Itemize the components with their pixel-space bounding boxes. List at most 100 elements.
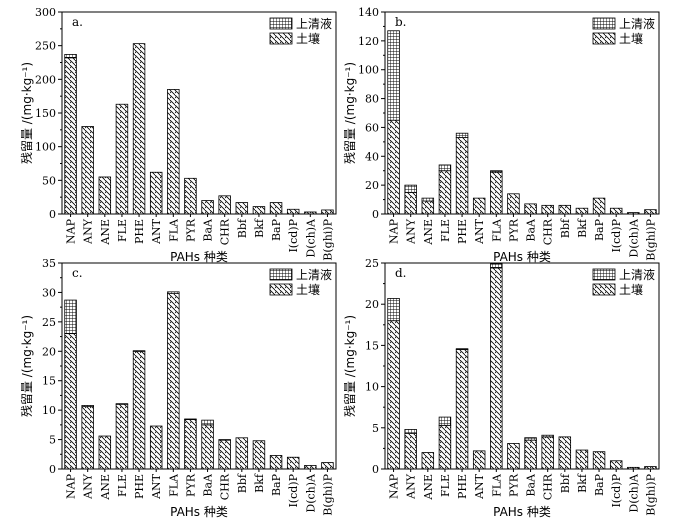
x-tick-label: BaA: [525, 473, 538, 497]
y-tick-label: 30: [42, 286, 56, 299]
bar-soil: [201, 424, 214, 470]
bar-supernatant: [64, 54, 77, 59]
legend-label: 土壤: [296, 282, 320, 297]
panel-label: b.: [395, 15, 407, 29]
bar-supernatant: [218, 439, 231, 441]
bar-soil: [252, 206, 266, 215]
x-tick-label: PHE: [456, 219, 469, 244]
x-tick-label: FLE: [116, 474, 129, 497]
bar-soil: [321, 209, 334, 215]
y-tick-label: 0: [49, 463, 56, 476]
x-tick-label: PHE: [133, 219, 146, 244]
x-tick-label: CHR: [219, 218, 232, 245]
y-axis-label: 残留量 /(mg·kg⁻¹): [20, 315, 34, 417]
bar-soil: [592, 451, 606, 470]
bar-supernatant: [421, 197, 435, 202]
x-axis-label: PAHs 种类: [170, 505, 228, 519]
legend-label: 上清液: [619, 16, 655, 31]
y-tick-label: 15: [365, 339, 379, 352]
x-tick-label: D(ch)A: [304, 218, 317, 258]
bar-soil: [115, 403, 129, 470]
x-tick-label: FLA: [167, 218, 180, 242]
chart-panel-2: NAP ANY ANE FLE PHE ANT FLA PYR BaA CHR Bbf Bkf BaP I…: [343, 6, 660, 264]
x-tick-label: BaP: [593, 218, 606, 241]
legend-label: 上清液: [296, 16, 332, 31]
bar-supernatant: [201, 419, 214, 426]
y-axis-label: 残留量 /(mg·kg⁻¹): [20, 62, 34, 164]
y-tick-label: 20: [42, 345, 56, 358]
bar-soil: [81, 126, 94, 215]
x-tick-label: ANY: [405, 473, 418, 500]
bar-soil: [404, 433, 417, 470]
x-tick-label: ANY: [82, 473, 95, 500]
bar-supernatant: [541, 434, 554, 438]
y-tick-label: 80: [365, 93, 379, 106]
x-tick-label: CHR: [542, 218, 555, 245]
x-tick-label: FLE: [116, 219, 129, 242]
bar-supernatant: [438, 416, 452, 426]
legend-label: 上清液: [619, 267, 655, 282]
plot-frame: [384, 11, 660, 215]
x-tick-label: I(cd)P: [610, 218, 623, 252]
x-tick-label: B(ghi)P: [321, 473, 334, 515]
x-tick-label: D(ch)A: [304, 473, 317, 513]
x-tick-label: Bkf: [253, 473, 266, 493]
x-tick-label: ANY: [82, 218, 95, 245]
bar-supernatant: [455, 132, 469, 138]
bar-soil: [490, 171, 503, 215]
bar-soil: [404, 191, 417, 215]
bar-soil: [575, 207, 589, 215]
legend-swatch: [592, 17, 616, 30]
bar-supernatant: [387, 298, 400, 322]
bar-soil: [421, 452, 435, 470]
x-tick-label: PYR: [184, 218, 197, 242]
x-tick-label: FLE: [439, 474, 452, 497]
bar-soil: [438, 170, 452, 215]
bar-soil: [321, 462, 334, 470]
bar-supernatant: [404, 429, 417, 434]
bar-supernatant: [490, 263, 503, 269]
bar-soil: [609, 460, 623, 470]
y-tick-label: 0: [49, 208, 56, 221]
bar-soil: [252, 440, 266, 470]
y-tick-label: 0: [372, 208, 379, 221]
bar-soil: [184, 419, 197, 470]
legend-swatch: [592, 283, 616, 296]
y-tick-label: 100: [358, 64, 379, 77]
bar-soil: [455, 349, 469, 470]
x-tick-label: PYR: [184, 473, 197, 497]
bar-soil: [132, 43, 146, 215]
bar-soil: [98, 176, 112, 215]
x-tick-label: Bkf: [253, 218, 266, 238]
bar-supernatant: [184, 418, 197, 420]
y-tick-label: 60: [365, 121, 379, 134]
x-tick-label: B(ghi)P: [644, 218, 657, 260]
x-tick-label: BaA: [525, 218, 538, 242]
bar-soil: [269, 202, 283, 215]
bar-soil: [541, 204, 554, 215]
bar-soil: [81, 406, 94, 470]
bar-soil: [286, 456, 300, 470]
legend-swatch: [592, 32, 616, 45]
bar-supernatant: [115, 403, 129, 405]
bar-soil: [167, 89, 180, 215]
bar-soil: [592, 197, 606, 215]
bar-soil: [558, 436, 572, 470]
x-tick-label: PYR: [507, 218, 520, 242]
x-tick-label: ANE: [99, 219, 112, 246]
x-axis-label: PAHs 种类: [493, 250, 551, 264]
bar-soil: [558, 204, 572, 215]
bar-supernatant: [524, 437, 537, 441]
x-tick-label: PYR: [507, 473, 520, 497]
bar-soil: [64, 57, 77, 215]
bar-soil: [524, 439, 537, 470]
x-axis-label: PAHs 种类: [170, 250, 228, 264]
bar-soil: [455, 137, 469, 215]
bar-supernatant: [438, 164, 452, 172]
x-tick-label: BaA: [202, 218, 215, 242]
x-tick-label: Bbf: [559, 218, 572, 238]
x-tick-label: Bbf: [236, 218, 249, 238]
y-tick-label: 140: [358, 6, 379, 19]
bar-soil: [132, 350, 146, 470]
x-tick-label: NAP: [65, 473, 78, 499]
